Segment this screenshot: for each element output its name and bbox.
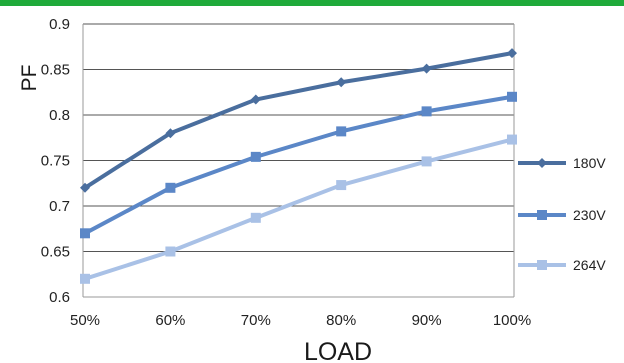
data-point — [507, 134, 517, 145]
legend: 180V 230V 264V — [518, 155, 606, 273]
data-point — [421, 63, 432, 74]
legend-entry: 264V — [518, 257, 606, 273]
x-tick-label: 90% — [412, 312, 442, 329]
x-tick-label: 70% — [241, 312, 271, 329]
data-point — [336, 126, 347, 137]
y-tick-label: 0.6 — [49, 289, 70, 306]
data-point — [250, 212, 261, 223]
series-line — [83, 51, 513, 190]
data-point — [80, 182, 90, 193]
series-180V — [80, 48, 517, 193]
y-tick-label: 0.9 — [49, 16, 70, 33]
x-axis-title: LOAD — [304, 338, 372, 363]
series-230V — [80, 91, 517, 239]
y-axis-title: PF — [18, 65, 41, 92]
data-point — [165, 128, 176, 139]
data-point — [507, 91, 517, 102]
data-point — [336, 77, 347, 88]
series-line — [84, 137, 513, 281]
data-point — [165, 182, 176, 193]
data-point — [250, 151, 261, 162]
legend-entry: 230V — [518, 207, 606, 223]
series-line — [84, 94, 513, 236]
grid-lines — [83, 23, 514, 252]
x-tick-label: 50% — [70, 312, 100, 329]
x-tick-labels: 50% 60% 70% 80% 90% 100% — [70, 312, 531, 329]
data-point — [80, 228, 90, 239]
legend-label: 230V — [573, 207, 606, 223]
y-tick-label: 0.65 — [41, 244, 70, 261]
legend-label: 180V — [573, 155, 606, 171]
data-point — [537, 158, 547, 168]
y-tick-label: 0.8 — [49, 107, 70, 124]
data-point — [250, 94, 261, 105]
x-tick-label: 60% — [155, 312, 185, 329]
data-point — [80, 273, 90, 284]
series-264V — [80, 134, 517, 284]
x-tick-label: 100% — [493, 312, 531, 329]
data-point — [421, 156, 432, 167]
data-point — [336, 180, 347, 191]
x-tick-label: 80% — [326, 312, 356, 329]
y-tick-label: 0.75 — [41, 153, 70, 170]
data-point — [421, 106, 432, 117]
data-point — [507, 48, 517, 59]
y-tick-label: 0.7 — [49, 198, 70, 215]
axes — [82, 24, 515, 298]
legend-label: 264V — [573, 257, 606, 273]
series — [80, 48, 517, 284]
data-point — [165, 246, 176, 257]
top-accent-bar — [0, 0, 624, 6]
data-point — [537, 260, 547, 270]
legend-entry: 180V — [518, 155, 606, 171]
y-tick-labels: 0.6 0.65 0.7 0.75 0.8 0.85 0.9 — [41, 16, 70, 306]
y-tick-label: 0.85 — [41, 62, 70, 79]
data-point — [537, 210, 547, 220]
